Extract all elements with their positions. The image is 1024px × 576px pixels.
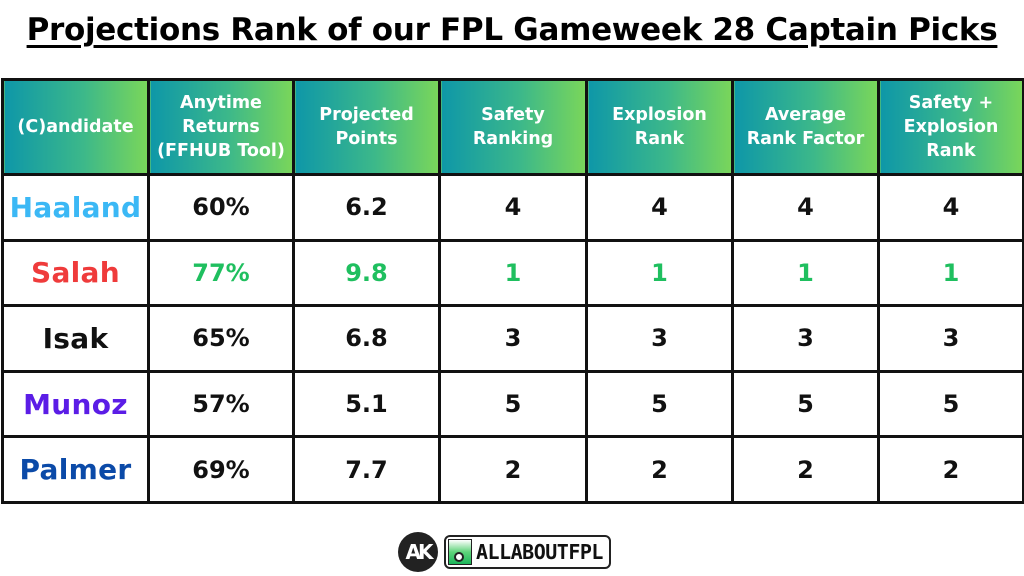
cell-safety-explosion-rank: 1 [877, 238, 1024, 308]
cell-anytime-returns: 60% [147, 173, 295, 242]
cell-average-rank-factor: 4 [731, 173, 880, 242]
table-row: Salah 77% 9.8 1 1 1 1 [1, 238, 1024, 308]
cell-safety-ranking: 1 [438, 238, 588, 308]
table-row: Isak 65% 6.8 3 3 3 3 [1, 304, 1024, 373]
cell-safety-explosion-rank: 2 [877, 435, 1024, 504]
cell-explosion-rank: 1 [585, 238, 734, 308]
player-name: Haaland [1, 173, 150, 242]
ak-logo-icon: AK [398, 532, 438, 572]
header-line: Explosion [903, 117, 999, 137]
header-line: Safety [481, 105, 545, 125]
footer-logo: AK ALLABOUTFPL [398, 532, 611, 572]
player-name: Palmer [1, 435, 150, 504]
table-row: Munoz 57% 5.1 5 5 5 5 [1, 369, 1024, 439]
cell-anytime-returns: 69% [147, 435, 295, 504]
header-line: Points [335, 129, 398, 149]
header-line: Safety + [908, 93, 994, 113]
cell-projected-points: 7.7 [292, 435, 441, 504]
header-projected-points: Projected Points [292, 78, 441, 176]
header-line: (FFHUB Tool) [157, 141, 285, 161]
header-safety-ranking: Safety Ranking [438, 78, 588, 176]
header-line: Ranking [472, 129, 554, 149]
header-anytime-returns: Anytime Returns (FFHUB Tool) [147, 78, 295, 176]
header-line: Rank Factor [746, 129, 865, 149]
header-average-rank-factor: Average Rank Factor [731, 78, 880, 176]
header-line: Anytime [180, 93, 262, 113]
cell-anytime-returns: 65% [147, 304, 295, 373]
header-candidate: (C)andidate [1, 78, 150, 176]
allaboutfpl-brand: ALLABOUTFPL [444, 535, 611, 569]
table-body: Haaland 60% 6.2 4 4 4 4 Salah 77% 9.8 1 1 1 1 Isak 65% 6… [1, 173, 1024, 504]
cell-projected-points: 9.8 [292, 238, 441, 308]
player-name: Munoz [1, 369, 150, 439]
cell-projected-points: 6.2 [292, 173, 441, 242]
title-text: Projections Rank of our FPL Gameweek 28 … [26, 12, 998, 48]
cell-safety-ranking: 4 [438, 173, 588, 242]
header-row: (C)andidate Anytime Returns (FFHUB Tool) Pro… [1, 78, 1024, 176]
cell-explosion-rank: 3 [585, 304, 734, 373]
cell-explosion-rank: 2 [585, 435, 734, 504]
player-name: Isak [1, 304, 150, 373]
cell-average-rank-factor: 5 [731, 369, 880, 439]
cell-explosion-rank: 5 [585, 369, 734, 439]
header-line: Average [764, 105, 847, 125]
header-explosion-rank: Explosion Rank [585, 78, 734, 176]
page-title: Projections Rank of our FPL Gameweek 28 … [0, 12, 1024, 48]
cell-average-rank-factor: 3 [731, 304, 880, 373]
captain-picks-table: (C)andidate Anytime Returns (FFHUB Tool) Pro… [1, 78, 1024, 504]
cell-safety-explosion-rank: 3 [877, 304, 1024, 373]
cell-explosion-rank: 4 [585, 173, 734, 242]
cell-average-rank-factor: 2 [731, 435, 880, 504]
header-safety-explosion-rank: Safety + Explosion Rank [877, 78, 1024, 176]
table-row: Palmer 69% 7.7 2 2 2 2 [1, 435, 1024, 504]
cell-safety-ranking: 3 [438, 304, 588, 373]
cell-average-rank-factor: 1 [731, 238, 880, 308]
cell-projected-points: 6.8 [292, 304, 441, 373]
cell-projected-points: 5.1 [292, 369, 441, 439]
cell-anytime-returns: 57% [147, 369, 295, 439]
header-line: (C)andidate [17, 117, 134, 137]
cell-safety-ranking: 5 [438, 369, 588, 439]
header-line: Rank [634, 129, 685, 149]
cell-safety-explosion-rank: 5 [877, 369, 1024, 439]
header-line: Explosion [612, 105, 707, 125]
header-line: Rank [926, 141, 976, 161]
brand-text: ALLABOUTFPL [476, 540, 603, 564]
header-line: Returns [182, 117, 260, 137]
cell-anytime-returns: 77% [147, 238, 295, 308]
cell-safety-explosion-rank: 4 [877, 173, 1024, 242]
player-name: Salah [1, 238, 150, 308]
football-boot-icon [448, 539, 472, 565]
header-line: Projected [319, 105, 414, 125]
table-row: Haaland 60% 6.2 4 4 4 4 [1, 173, 1024, 242]
cell-safety-ranking: 2 [438, 435, 588, 504]
